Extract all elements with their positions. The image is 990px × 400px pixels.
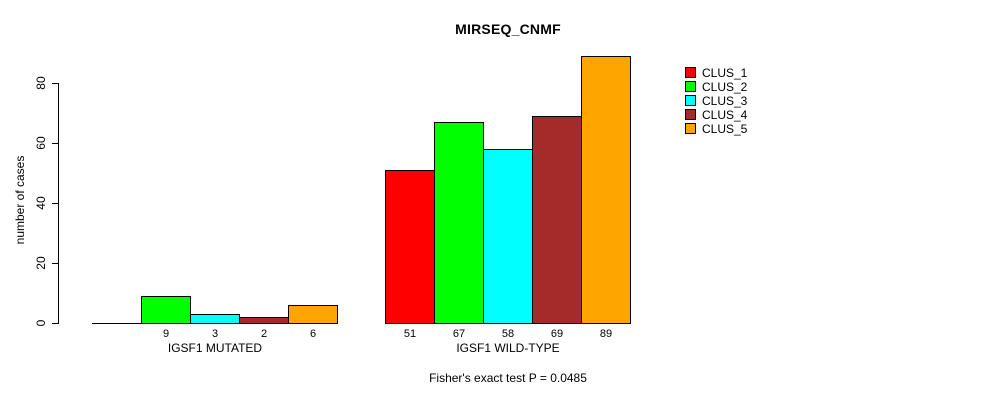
chart-subtitle: Fisher's exact test P = 0.0485 xyxy=(429,371,587,385)
y-axis-tick-label: 80 xyxy=(34,76,48,90)
legend-item-clus_3: CLUS_3 xyxy=(685,92,748,108)
bar-clus_5-wild-type xyxy=(581,56,631,324)
bar-value-label: 69 xyxy=(550,328,564,340)
bar-clus_3-mutated xyxy=(190,314,240,324)
legend-label: CLUS_1 xyxy=(702,65,748,80)
bar-value-label: 58 xyxy=(501,328,515,340)
y-axis-tick xyxy=(52,323,58,324)
y-axis-tick xyxy=(52,203,58,204)
y-axis-tick xyxy=(52,143,58,144)
chart-title: MIRSEQ_CNMF xyxy=(455,21,561,37)
bar-value-label: 67 xyxy=(452,328,466,340)
bar-clus_4-wild-type xyxy=(532,116,582,324)
legend-label: CLUS_4 xyxy=(702,107,748,122)
legend-item-clus_1: CLUS_1 xyxy=(685,64,748,80)
y-axis-tick-label: 60 xyxy=(34,136,48,150)
bar-clus_1-wild-type xyxy=(385,170,435,324)
bar-clus_2-wild-type xyxy=(434,122,484,324)
legend-swatch-clus_1 xyxy=(685,67,696,79)
legend-label: CLUS_2 xyxy=(702,79,748,94)
bar-value-label: 2 xyxy=(260,328,268,340)
legend-label: CLUS_3 xyxy=(702,93,748,108)
bar-value-label: 89 xyxy=(599,328,613,340)
y-axis-line xyxy=(58,83,59,324)
bar-clus_4-mutated xyxy=(239,317,289,324)
legend-swatch-clus_4 xyxy=(685,109,696,121)
y-axis-tick xyxy=(52,83,58,84)
y-axis-tick-label: 20 xyxy=(34,256,48,270)
y-axis-tick xyxy=(52,263,58,264)
bar-clus_2-mutated xyxy=(141,296,191,324)
bar-value-label: 9 xyxy=(162,328,170,340)
x-axis-category-label: IGSF1 WILD-TYPE xyxy=(456,341,560,355)
y-axis-tick-label: 0 xyxy=(34,319,48,327)
legend-swatch-clus_3 xyxy=(685,95,696,107)
bar-clus_5-mutated xyxy=(288,305,338,324)
legend-item-clus_4: CLUS_4 xyxy=(685,106,748,122)
legend: CLUS_1 CLUS_2 CLUS_3 CLUS_4 CLUS_5 xyxy=(685,64,748,136)
legend-item-clus_5: CLUS_5 xyxy=(685,120,748,136)
legend-swatch-clus_2 xyxy=(685,81,696,93)
y-axis-tick-label: 40 xyxy=(34,196,48,210)
bar-value-label: 3 xyxy=(211,328,219,340)
bar-value-label: 51 xyxy=(403,328,417,340)
y-axis-title: number of cases xyxy=(13,155,27,245)
x-axis-category-label: IGSF1 MUTATED xyxy=(167,341,263,355)
legend-item-clus_2: CLUS_2 xyxy=(685,78,748,94)
legend-label: CLUS_5 xyxy=(702,121,748,136)
legend-swatch-clus_5 xyxy=(685,123,696,135)
bar-value-label: 6 xyxy=(309,328,317,340)
bar-clus_3-wild-type xyxy=(483,149,533,324)
